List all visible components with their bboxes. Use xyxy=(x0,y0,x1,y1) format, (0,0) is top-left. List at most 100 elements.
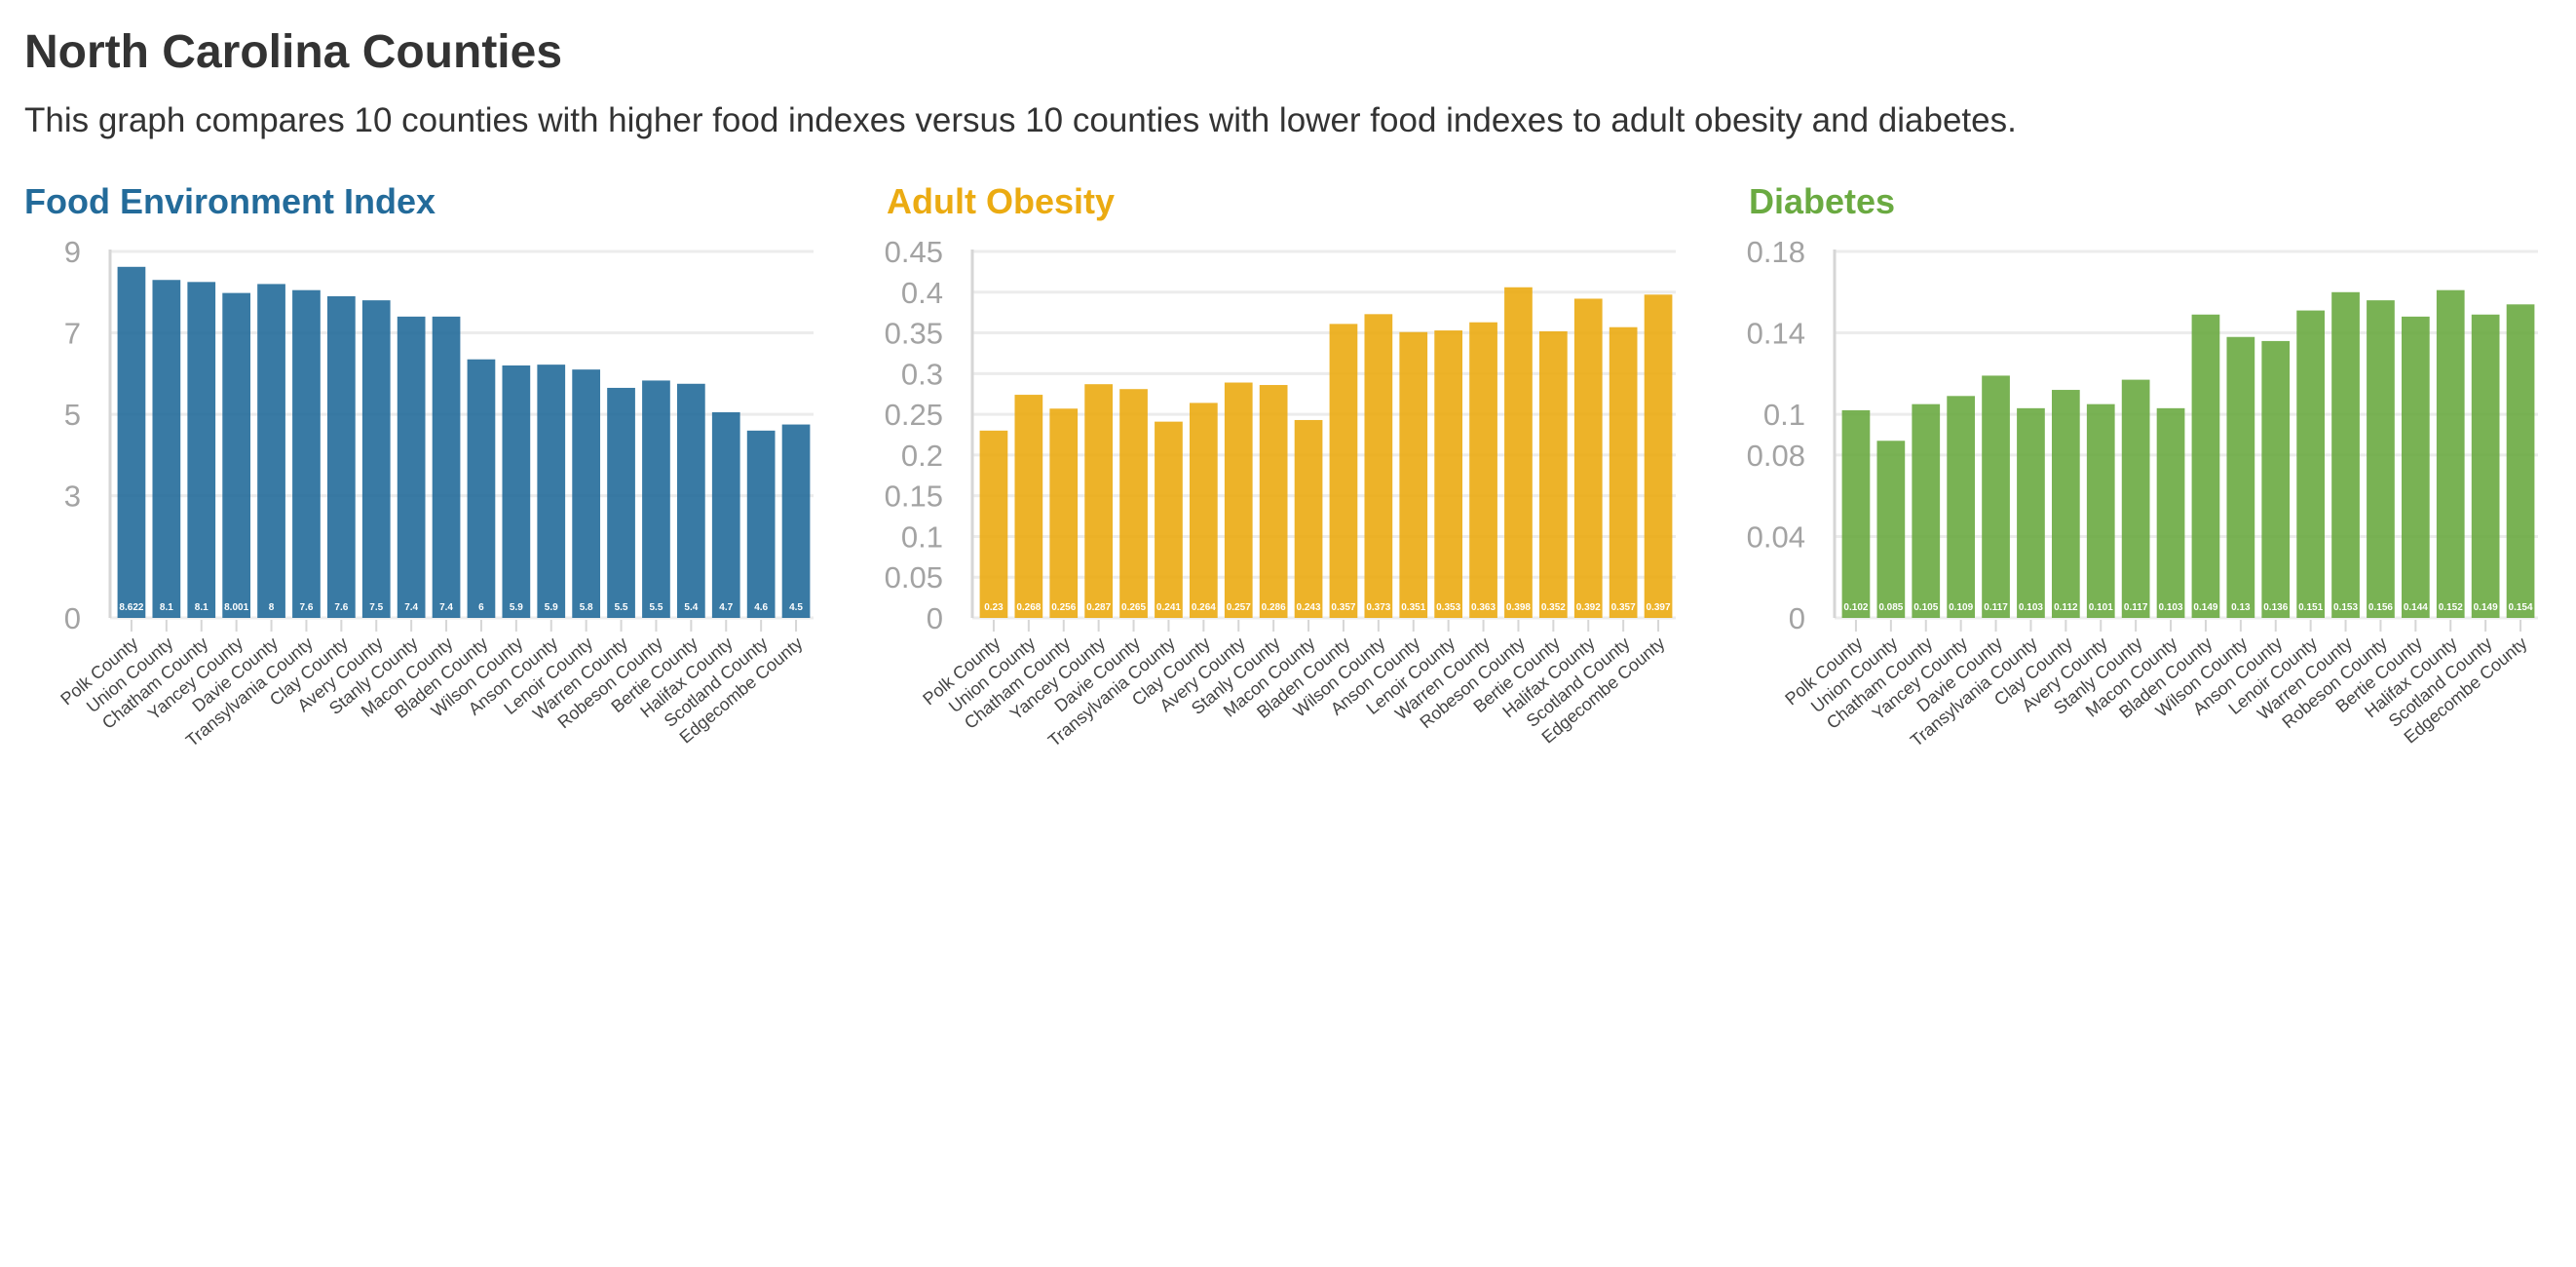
bar[interactable] xyxy=(222,292,251,618)
bar[interactable] xyxy=(1947,396,1976,618)
y-tick-label: 0.1 xyxy=(1763,398,1805,432)
bar[interactable] xyxy=(1982,375,2010,618)
bar[interactable] xyxy=(467,359,496,618)
bar[interactable] xyxy=(1259,385,1288,618)
bar-value-label: 8.1 xyxy=(160,602,173,613)
bar-value-label: 0.117 xyxy=(1984,602,2008,613)
y-tick-label: 0 xyxy=(64,601,81,635)
bar[interactable] xyxy=(537,365,566,618)
bar[interactable] xyxy=(1644,294,1673,618)
bar-value-label: 0.156 xyxy=(2368,602,2393,613)
bar[interactable] xyxy=(2191,314,2220,618)
bar[interactable] xyxy=(1189,403,1218,618)
bar-value-label: 8.1 xyxy=(195,602,208,613)
y-tick-label: 0.3 xyxy=(901,357,943,391)
bar[interactable] xyxy=(1329,324,1358,618)
page-title: North Carolina Counties xyxy=(24,26,563,78)
bar[interactable] xyxy=(1399,331,1428,618)
bar-value-label: 0.136 xyxy=(2263,602,2288,613)
bar-value-label: 0.149 xyxy=(2193,602,2217,613)
bar-value-label: 0.287 xyxy=(1086,602,1111,613)
bar[interactable] xyxy=(117,266,146,618)
adult-obesity-chart: 00.050.10.150.20.250.30.350.40.450.23Pol… xyxy=(885,235,1676,750)
bar[interactable] xyxy=(781,424,811,618)
bar[interactable] xyxy=(2086,403,2115,618)
bar-value-label: 0.102 xyxy=(1843,602,1868,613)
bar[interactable] xyxy=(502,365,531,618)
y-tick-label: 0.18 xyxy=(1747,235,1805,269)
bar-value-label: 8 xyxy=(269,602,275,613)
bar[interactable] xyxy=(1364,314,1393,618)
bar[interactable] xyxy=(642,380,670,618)
bar[interactable] xyxy=(432,316,461,618)
bar[interactable] xyxy=(1014,395,1043,618)
bar-value-label: 0.351 xyxy=(1401,602,1425,613)
bar[interactable] xyxy=(2051,390,2080,618)
bar[interactable] xyxy=(711,412,740,618)
bar-value-label: 7.4 xyxy=(404,602,418,613)
bar-value-label: 0.117 xyxy=(2124,602,2148,613)
bar[interactable] xyxy=(1912,403,1941,618)
bar[interactable] xyxy=(152,280,181,618)
bar[interactable] xyxy=(2226,336,2255,618)
bar-value-label: 5.4 xyxy=(684,602,698,613)
bar[interactable] xyxy=(1084,384,1114,618)
bar[interactable] xyxy=(187,282,216,618)
y-tick-label: 9 xyxy=(64,235,81,269)
bar[interactable] xyxy=(1155,421,1183,618)
bar-value-label: 7.4 xyxy=(439,602,453,613)
bar[interactable] xyxy=(2471,314,2500,618)
bar[interactable] xyxy=(1224,382,1253,618)
bar[interactable] xyxy=(1049,408,1079,618)
y-tick-label: 0.35 xyxy=(885,317,943,351)
bar[interactable] xyxy=(326,295,356,618)
bar[interactable] xyxy=(1538,330,1568,618)
y-tick-label: 0 xyxy=(1789,601,1805,635)
bar-value-label: 0.103 xyxy=(2159,602,2183,613)
bar[interactable] xyxy=(361,300,391,618)
bar[interactable] xyxy=(2121,379,2150,618)
bar[interactable] xyxy=(2017,407,2045,618)
y-tick-label: 0 xyxy=(927,601,943,635)
bar[interactable] xyxy=(1609,326,1638,618)
bar[interactable] xyxy=(257,284,285,618)
bar-value-label: 5.5 xyxy=(615,602,628,613)
bar[interactable] xyxy=(607,387,635,618)
bar[interactable] xyxy=(1504,287,1533,618)
y-tick-label: 0.1 xyxy=(901,519,943,554)
diabetes-title: Diabetes xyxy=(1749,181,1896,221)
bar-value-label: 0.357 xyxy=(1611,602,1636,613)
bar[interactable] xyxy=(979,430,1008,618)
bar[interactable] xyxy=(1841,409,1871,618)
bar[interactable] xyxy=(1573,298,1603,618)
bar[interactable] xyxy=(2506,304,2535,618)
bar-value-label: 6 xyxy=(478,602,484,613)
bar[interactable] xyxy=(2261,340,2291,618)
bar[interactable] xyxy=(1876,441,1906,618)
bar[interactable] xyxy=(1469,322,1497,618)
bar-value-label: 0.264 xyxy=(1192,602,1216,613)
bar[interactable] xyxy=(676,383,705,618)
bar[interactable] xyxy=(2436,289,2465,618)
bar[interactable] xyxy=(2156,407,2185,618)
bar[interactable] xyxy=(2296,310,2326,618)
bar[interactable] xyxy=(746,430,776,618)
bar[interactable] xyxy=(397,316,426,618)
bar[interactable] xyxy=(2331,291,2360,618)
bar[interactable] xyxy=(1294,419,1323,618)
bar-value-label: 0.144 xyxy=(2404,602,2428,613)
bar[interactable] xyxy=(2401,316,2430,618)
bar-value-label: 5.9 xyxy=(510,602,523,613)
bar-value-label: 0.352 xyxy=(1541,602,1566,613)
bar-value-label: 0.286 xyxy=(1262,602,1286,613)
bar[interactable] xyxy=(292,289,321,618)
bar[interactable] xyxy=(572,369,601,618)
bar[interactable] xyxy=(1119,389,1148,618)
bar-value-label: 0.357 xyxy=(1331,602,1355,613)
bar[interactable] xyxy=(1434,330,1463,618)
bar-value-label: 5.5 xyxy=(649,602,663,613)
bar[interactable] xyxy=(2367,300,2395,618)
bar-value-label: 7.6 xyxy=(334,602,348,613)
bar-value-label: 0.109 xyxy=(1949,602,1973,613)
